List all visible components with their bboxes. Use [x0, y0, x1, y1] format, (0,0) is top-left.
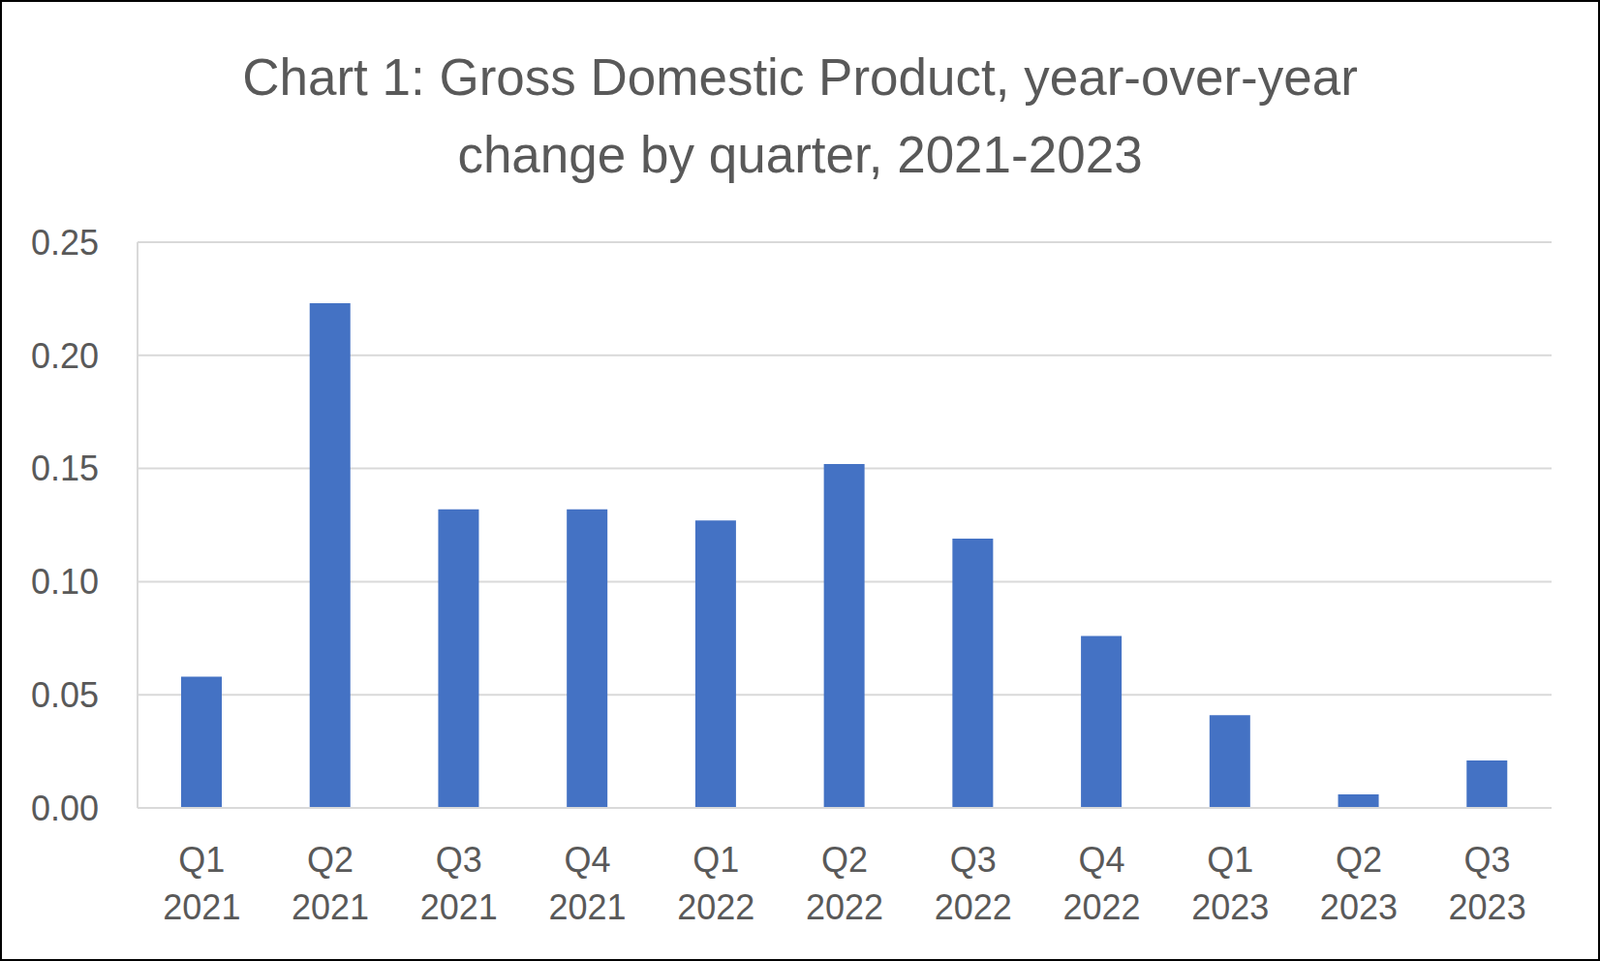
svg-text:0.25: 0.25 [30, 222, 99, 263]
svg-text:0.15: 0.15 [30, 448, 99, 489]
svg-text:0.00: 0.00 [30, 788, 99, 829]
svg-text:Q22021: Q22021 [291, 839, 370, 927]
svg-text:Q32021: Q32021 [420, 839, 498, 927]
svg-text:Q32023: Q32023 [1448, 839, 1527, 927]
svg-text:Q12021: Q12021 [162, 839, 241, 927]
svg-text:0.05: 0.05 [30, 675, 99, 715]
svg-text:Q32022: Q32022 [934, 839, 1013, 927]
svg-text:Q12022: Q12022 [676, 839, 755, 927]
html-text:Chart 1: Gross Domestic Produc: Chart 1: Gross Domestic Product, year-ov… [242, 48, 1358, 184]
svg-text:Q12023: Q12023 [1191, 839, 1269, 927]
svg-text:Q42022: Q42022 [1062, 839, 1140, 927]
svg-text:Q22022: Q22022 [805, 839, 884, 927]
svg-text:Q22023: Q22023 [1320, 839, 1398, 927]
svg-text:0.20: 0.20 [30, 336, 99, 376]
svg-text:Q42021: Q42021 [548, 839, 626, 927]
svg-text:0.10: 0.10 [30, 561, 99, 602]
